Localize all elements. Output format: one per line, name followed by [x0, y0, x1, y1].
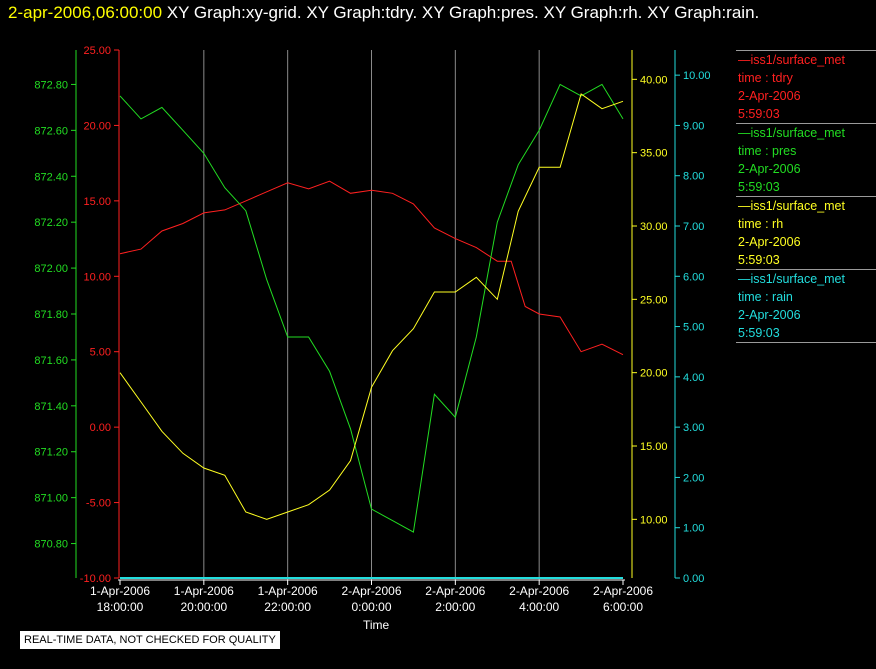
y-tick-label-rain: 2.00	[683, 472, 704, 484]
y-tick-label-tdry: -10.00	[80, 573, 111, 585]
y-tick-label-tdry: 0.00	[90, 422, 111, 434]
y-tick-label-pres: 872.40	[34, 171, 68, 183]
y-tick-label-rain: 4.00	[683, 372, 704, 384]
y-tick-label-tdry: -5.00	[86, 498, 111, 510]
legend-field: time : rain	[738, 290, 793, 304]
y-tick-label-rh: 20.00	[640, 368, 668, 380]
legend-date: 2-Apr-2006	[738, 162, 801, 176]
x-tick-label-date: 1-Apr-2006	[258, 584, 318, 598]
y-tick-label-pres: 871.40	[34, 401, 68, 413]
legend-field: time : rh	[738, 217, 784, 231]
legend: —iss1/surface_met time : tdry 2-Apr-2006…	[736, 50, 876, 343]
quality-disclaimer: REAL-TIME DATA, NOT CHECKED FOR QUALITY	[20, 631, 280, 649]
series-line-pres	[119, 83, 624, 533]
y-tick-label-pres: 872.60	[34, 125, 68, 137]
x-tick-label-date: 1-Apr-2006	[174, 584, 234, 598]
y-tick-label-pres: 872.00	[34, 263, 68, 275]
legend-field: time : pres	[738, 144, 797, 158]
x-tick-label-date: 2-Apr-2006	[593, 584, 653, 598]
y-tick-label-pres: 872.80	[34, 79, 68, 91]
legend-series-name: —iss1/surface_met	[738, 272, 845, 286]
y-tick-label-rain: 6.00	[683, 271, 704, 283]
legend-divider	[736, 342, 876, 343]
x-axis-label: Time	[363, 618, 390, 632]
y-tick-label-tdry: 5.00	[90, 347, 111, 359]
x-tick-label-date: 2-Apr-2006	[509, 584, 569, 598]
legend-field: time : tdry	[738, 71, 793, 85]
title-bar: 2-apr-2006,06:00:00 XY Graph:xy-grid. XY…	[8, 3, 759, 23]
y-tick-label-rh: 25.00	[640, 294, 668, 306]
legend-entry-rain: —iss1/surface_met time : rain 2-Apr-2006…	[736, 269, 876, 342]
y-tick-label-rh: 15.00	[640, 441, 668, 453]
y-tick-label-rh: 35.00	[640, 148, 668, 160]
y-tick-label-rain: 7.00	[683, 221, 704, 233]
y-tick-label-tdry: 20.00	[83, 120, 111, 132]
y-tick-label-tdry: 10.00	[83, 271, 111, 283]
x-tick-label-time: 4:00:00	[519, 600, 559, 614]
y-tick-label-rain: 0.00	[683, 573, 704, 585]
series-line-tdry	[119, 180, 624, 356]
x-tick-label-time: 6:00:00	[603, 600, 643, 614]
legend-date: 2-Apr-2006	[738, 235, 801, 249]
legend-series-name: —iss1/surface_met	[738, 53, 845, 67]
x-tick-label-date: 2-Apr-2006	[341, 584, 401, 598]
legend-entry-pres: —iss1/surface_met time : pres 2-Apr-2006…	[736, 123, 876, 196]
y-tick-label-rh: 10.00	[640, 514, 668, 526]
y-tick-label-rh: 30.00	[640, 221, 668, 233]
y-tick-label-pres: 872.20	[34, 217, 68, 229]
legend-time: 5:59:03	[738, 326, 780, 340]
legend-time: 5:59:03	[738, 107, 780, 121]
legend-series-name: —iss1/surface_met	[738, 199, 845, 213]
y-tick-label-tdry: 15.00	[83, 196, 111, 208]
legend-time: 5:59:03	[738, 180, 780, 194]
y-tick-label-tdry: 25.00	[83, 45, 111, 57]
y-tick-label-pres: 870.80	[34, 539, 68, 551]
y-tick-label-pres: 871.20	[34, 447, 68, 459]
y-tick-label-rh: 40.00	[640, 74, 668, 86]
x-tick-label-date: 2-Apr-2006	[425, 584, 485, 598]
x-tick-label-time: 20:00:00	[180, 600, 227, 614]
title-graph-list: XY Graph:xy-grid. XY Graph:tdry. XY Grap…	[166, 3, 760, 22]
series-line-rh	[119, 93, 624, 520]
x-tick-label-time: 2:00:00	[435, 600, 475, 614]
y-tick-label-pres: 871.80	[34, 309, 68, 321]
x-tick-label-time: 22:00:00	[264, 600, 311, 614]
x-tick-label-time: 18:00:00	[97, 600, 144, 614]
y-tick-label-rain: 5.00	[683, 322, 704, 334]
legend-date: 2-Apr-2006	[738, 89, 801, 103]
y-tick-label-rain: 9.00	[683, 120, 704, 132]
y-tick-label-rain: 10.00	[683, 70, 711, 82]
y-tick-label-pres: 871.60	[34, 355, 68, 367]
legend-entry-rh: —iss1/surface_met time : rh 2-Apr-2006 5…	[736, 196, 876, 269]
legend-entry-tdry: —iss1/surface_met time : tdry 2-Apr-2006…	[736, 50, 876, 123]
x-tick-label-time: 0:00:00	[351, 600, 391, 614]
legend-time: 5:59:03	[738, 253, 780, 267]
y-tick-label-rain: 3.00	[683, 422, 704, 434]
x-tick-label-date: 1-Apr-2006	[90, 584, 150, 598]
y-tick-label-rain: 1.00	[683, 523, 704, 535]
legend-date: 2-Apr-2006	[738, 308, 801, 322]
y-tick-label-rain: 8.00	[683, 171, 704, 183]
legend-series-name: —iss1/surface_met	[738, 126, 845, 140]
title-timestamp: 2-apr-2006,06:00:00	[8, 3, 163, 22]
y-tick-label-pres: 871.00	[34, 493, 68, 505]
